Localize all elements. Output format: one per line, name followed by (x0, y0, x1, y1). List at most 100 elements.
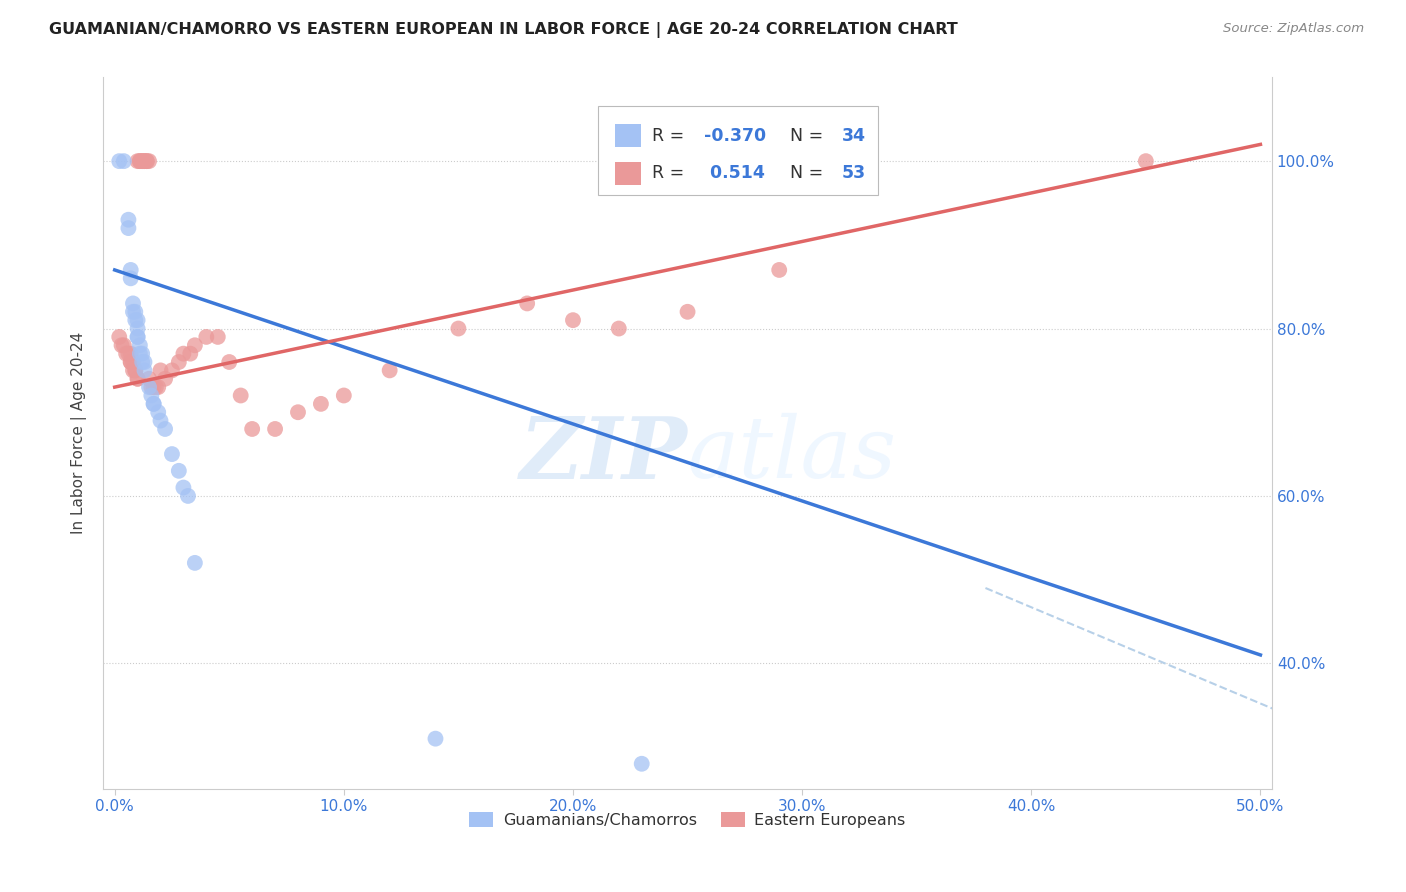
Point (127, 330, 149, 344)
Point (112, 154, 135, 169)
Point (135, 154, 157, 169)
Point (207, 330, 229, 344)
Point (229, 388, 252, 402)
Point (425, 731, 447, 746)
Point (218, 355, 240, 369)
Point (562, 313, 585, 327)
Point (135, 154, 157, 169)
Point (184, 556, 207, 570)
Point (142, 380, 165, 394)
Point (153, 372, 176, 386)
Point (117, 221, 139, 235)
Point (117, 212, 139, 227)
Point (127, 372, 149, 386)
Point (148, 380, 170, 394)
Point (120, 355, 142, 369)
Point (127, 330, 149, 344)
Point (127, 372, 149, 386)
Point (110, 338, 132, 352)
Point (134, 154, 156, 169)
Point (127, 154, 149, 169)
Text: N =: N = (790, 127, 824, 145)
Point (112, 338, 135, 352)
Text: Source: ZipAtlas.com: Source: ZipAtlas.com (1223, 22, 1364, 36)
Text: GUAMANIAN/CHAMORRO VS EASTERN EUROPEAN IN LABOR FORCE | AGE 20-24 CORRELATION CH: GUAMANIAN/CHAMORRO VS EASTERN EUROPEAN I… (49, 22, 957, 38)
Text: 34: 34 (842, 127, 866, 145)
Point (122, 363, 145, 377)
Point (177, 489, 200, 503)
Text: N =: N = (790, 164, 824, 182)
Point (768, 263, 790, 277)
Point (240, 422, 263, 436)
Point (120, 355, 142, 369)
Point (184, 338, 207, 352)
Point (149, 414, 172, 428)
Point (676, 305, 699, 319)
FancyBboxPatch shape (598, 106, 879, 194)
Point (148, 405, 170, 419)
Point (134, 154, 156, 169)
Point (127, 313, 149, 327)
Text: ZIP: ZIP (520, 413, 688, 496)
Point (138, 372, 160, 386)
Y-axis label: In Labor Force | Age 20-24: In Labor Force | Age 20-24 (72, 332, 87, 534)
Text: R =: R = (652, 127, 685, 145)
Point (138, 380, 160, 394)
Text: R =: R = (652, 164, 685, 182)
Legend: Guamanians/Chamorros, Eastern Europeans: Guamanians/Chamorros, Eastern Europeans (463, 805, 912, 834)
Point (630, 756, 652, 771)
Point (128, 154, 150, 169)
Point (124, 363, 146, 377)
Point (172, 346, 194, 360)
Point (142, 397, 165, 411)
Text: 0.514: 0.514 (704, 164, 765, 182)
Point (108, 330, 131, 344)
FancyBboxPatch shape (614, 161, 641, 185)
Point (131, 346, 153, 360)
Point (128, 338, 150, 352)
Point (179, 346, 201, 360)
Point (120, 271, 142, 285)
Point (122, 296, 145, 310)
Point (333, 388, 356, 402)
Point (122, 355, 145, 369)
Point (378, 363, 401, 377)
Point (131, 154, 153, 169)
Point (195, 330, 218, 344)
Point (134, 363, 156, 377)
Point (167, 464, 190, 478)
Point (128, 346, 150, 360)
Point (138, 154, 160, 169)
Text: atlas: atlas (688, 413, 897, 496)
Point (120, 263, 142, 277)
Point (108, 154, 131, 169)
Point (142, 397, 165, 411)
Point (309, 397, 332, 411)
Point (117, 346, 139, 360)
Point (172, 481, 194, 495)
Point (128, 154, 150, 169)
Point (160, 447, 183, 461)
Point (134, 355, 156, 369)
Point (287, 405, 309, 419)
Point (1135, 154, 1157, 169)
Point (131, 154, 153, 169)
Point (141, 380, 163, 394)
Point (115, 346, 138, 360)
Point (153, 422, 176, 436)
Point (149, 363, 172, 377)
Point (264, 422, 287, 436)
Text: -0.370: -0.370 (704, 127, 766, 145)
Point (124, 305, 146, 319)
Point (167, 355, 190, 369)
Point (516, 296, 538, 310)
Point (447, 321, 470, 335)
Point (131, 355, 153, 369)
Point (607, 321, 630, 335)
Point (145, 380, 167, 394)
Text: 53: 53 (842, 164, 866, 182)
Point (127, 321, 149, 335)
FancyBboxPatch shape (614, 124, 641, 147)
Point (122, 305, 145, 319)
Point (141, 388, 163, 402)
